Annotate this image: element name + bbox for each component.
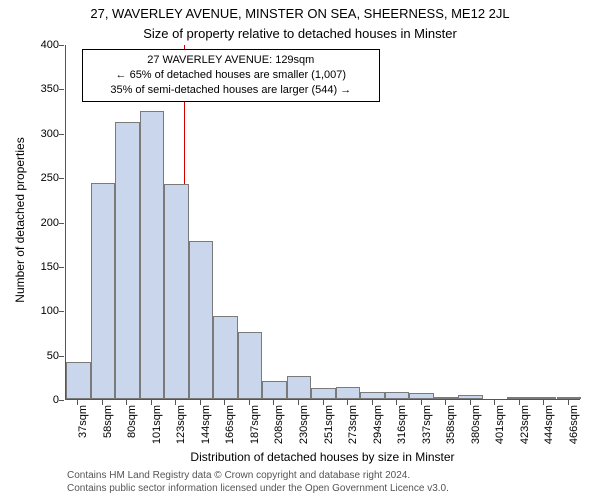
histogram-bar (557, 397, 582, 399)
footer-attribution: Contains HM Land Registry data © Crown c… (67, 470, 449, 495)
histogram-bar (66, 362, 91, 399)
y-tick: 400 (19, 39, 59, 51)
y-tick: 50 (19, 350, 59, 362)
chart-subtitle: Size of property relative to detached ho… (0, 26, 600, 41)
footer-line-2: Contains public sector information licen… (67, 483, 449, 496)
histogram-bar (140, 111, 165, 399)
histogram-bar (434, 397, 459, 399)
y-tick: 250 (19, 172, 59, 184)
histogram-bar (287, 376, 312, 399)
histogram-bar (213, 316, 238, 399)
histogram-bar (458, 395, 483, 399)
histogram-bar (336, 387, 361, 399)
histogram-bar (311, 388, 336, 399)
y-tick: 0 (19, 394, 59, 406)
y-tick: 300 (19, 128, 59, 140)
histogram-bar (360, 392, 385, 399)
histogram-bar (507, 397, 532, 399)
annotation-box: 27 WAVERLEY AVENUE: 129sqm ← 65% of deta… (82, 49, 380, 102)
y-tick: 100 (19, 305, 59, 317)
histogram-bar (532, 397, 557, 399)
histogram-bar (409, 393, 434, 399)
annotation-line-1: 27 WAVERLEY AVENUE: 129sqm (89, 53, 373, 68)
histogram-bar (115, 122, 140, 399)
annotation-line-2: ← 65% of detached houses are smaller (1,… (89, 68, 373, 83)
footer-line-1: Contains HM Land Registry data © Crown c… (67, 470, 449, 483)
histogram-bar (164, 184, 189, 399)
plot-area: 27 WAVERLEY AVENUE: 129sqm ← 65% of deta… (65, 45, 580, 400)
histogram-bar (238, 332, 263, 399)
histogram-bar (189, 241, 214, 399)
histogram-bar (385, 392, 410, 399)
y-tick: 350 (19, 83, 59, 95)
histogram-bar (91, 183, 116, 399)
y-tick: 200 (19, 217, 59, 229)
histogram-bar (262, 381, 287, 399)
x-axis-label: Distribution of detached houses by size … (65, 450, 580, 464)
annotation-line-3: 35% of semi-detached houses are larger (… (89, 83, 373, 98)
y-tick: 150 (19, 261, 59, 273)
chart-title-address: 27, WAVERLEY AVENUE, MINSTER ON SEA, SHE… (0, 6, 600, 21)
